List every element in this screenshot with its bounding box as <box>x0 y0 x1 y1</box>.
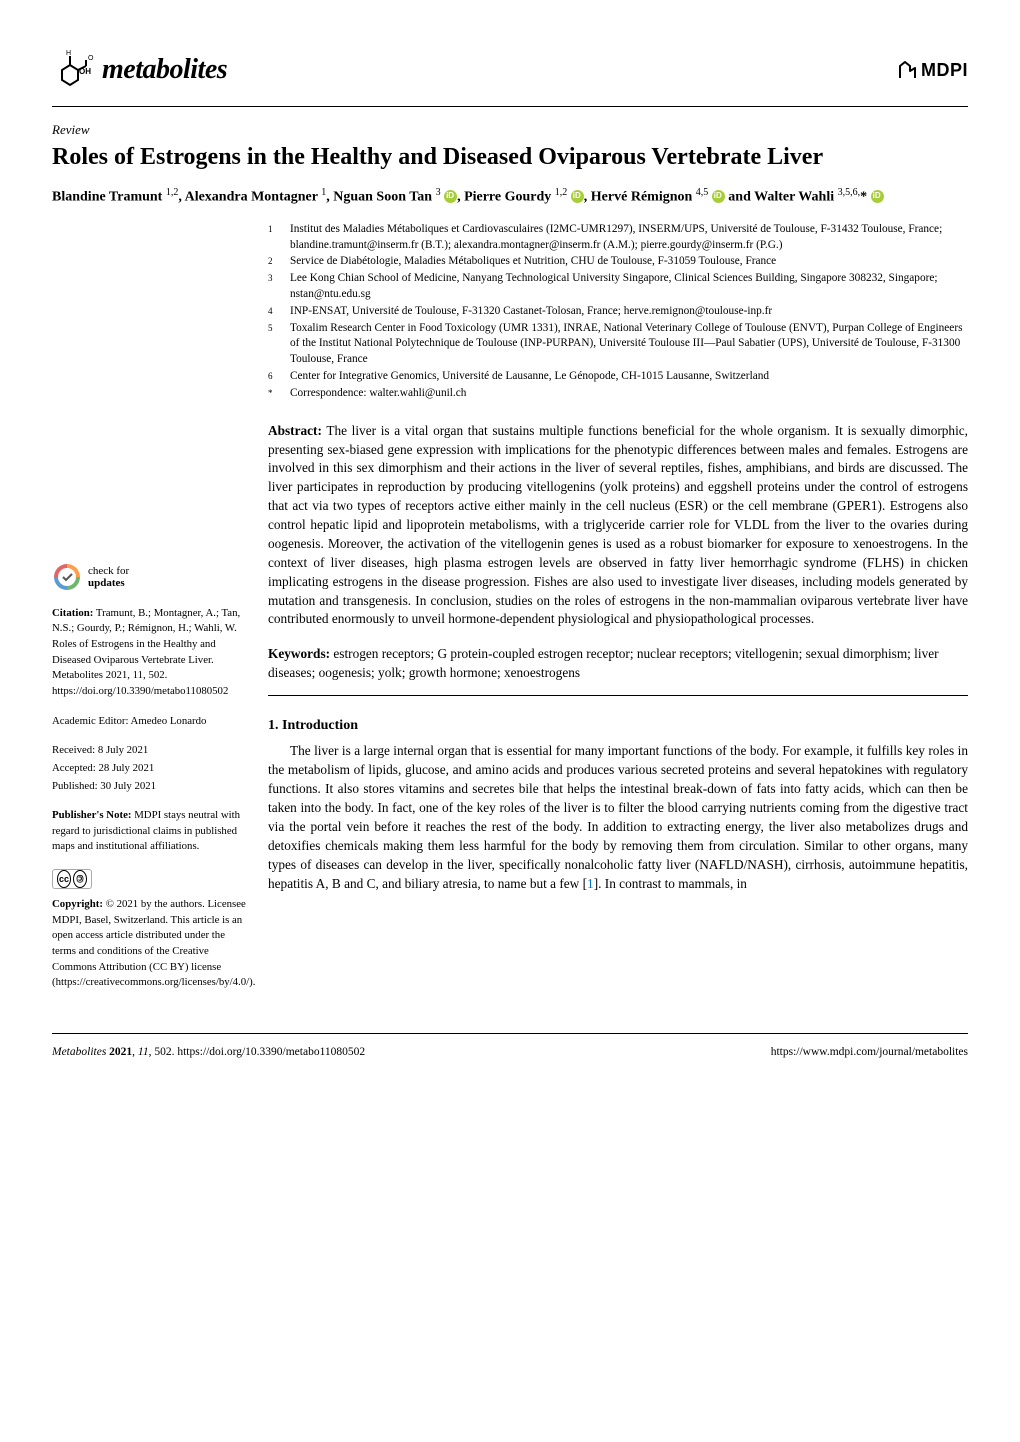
affiliation-text: Toxalim Research Center in Food Toxicolo… <box>290 321 968 368</box>
svg-text:OH: OH <box>79 67 91 76</box>
page-header: OH H O metabolites MDPI <box>52 48 968 92</box>
intro-text-1-tail: ]. In contrast to mammals, in <box>594 876 747 891</box>
page-footer: Metabolites 2021, 11, 502. https://doi.o… <box>52 1033 968 1061</box>
cc-by-badge: cc 🄯 <box>52 869 92 889</box>
affiliation-number: * <box>268 386 280 402</box>
check-updates-icon <box>52 562 82 592</box>
mdpi-logo: MDPI <box>897 57 968 83</box>
affiliation-row: * Correspondence: walter.wahli@unil.ch <box>268 386 968 402</box>
copyright-text: © 2021 by the authors. Licensee MDPI, Ba… <box>52 898 255 988</box>
academic-editor: Academic Editor: Amedeo Lonardo <box>52 714 246 730</box>
footer-left: Metabolites 2021, 11, 502. https://doi.o… <box>52 1044 365 1061</box>
svg-text:H: H <box>66 50 71 57</box>
affiliation-row: 4 INP-ENSAT, Université de Toulouse, F-31… <box>268 304 968 320</box>
affiliation-text: Institut des Maladies Métaboliques et Ca… <box>290 222 968 254</box>
publisher-name: MDPI <box>921 57 968 83</box>
affiliation-number: 2 <box>268 254 280 270</box>
note-label: Publisher's Note: <box>52 809 131 821</box>
orcid-icon <box>871 190 884 203</box>
keywords-text: estrogen receptors; G protein-coupled es… <box>268 646 939 680</box>
keywords: Keywords: estrogen receptors; G protein-… <box>268 645 968 683</box>
received-date: Received: 8 July 2021 <box>52 743 246 759</box>
affiliation-number: 4 <box>268 304 280 320</box>
affiliation-row: 3 Lee Kong Chian School of Medicine, Nany… <box>268 271 968 303</box>
check-updates-label: check for updates <box>88 565 129 589</box>
affiliation-number: 5 <box>268 321 280 368</box>
license-block: cc 🄯 Copyright: © 2021 by the authors. L… <box>52 869 246 991</box>
keywords-label: Keywords: <box>268 646 330 661</box>
article-title: Roles of Estrogens in the Healthy and Di… <box>52 142 968 172</box>
dates-block: Received: 8 July 2021 Accepted: 28 July … <box>52 743 246 794</box>
affiliation-number: 6 <box>268 369 280 385</box>
abstract-label: Abstract: <box>268 423 322 438</box>
orcid-icon <box>571 190 584 203</box>
check-line2: updates <box>88 577 125 589</box>
editor-block: Academic Editor: Amedeo Lonardo <box>52 714 246 730</box>
authors: Blandine Tramunt 1,2, Alexandra Montagne… <box>52 186 968 208</box>
journal-name: metabolites <box>102 50 227 91</box>
abstract-text: The liver is a vital organ that sustains… <box>268 423 968 627</box>
affiliation-text: Service de Diabétologie, Maladies Métabo… <box>290 254 776 270</box>
affiliations: 1 Institut des Maladies Métaboliques et C… <box>268 222 968 402</box>
citation-text: Tramunt, B.; Montagner, A.; Tan, N.S.; G… <box>52 607 240 697</box>
svg-text:O: O <box>88 55 94 62</box>
citation-label: Citation: <box>52 607 93 619</box>
affiliation-row: 5Toxalim Research Center in Food Toxicol… <box>268 321 968 368</box>
affiliation-number: 1 <box>268 222 280 254</box>
mdpi-icon <box>897 59 919 81</box>
affiliation-text: Center for Integrative Genomics, Univers… <box>290 369 769 385</box>
publishers-note-block: Publisher's Note: MDPI stays neutral wit… <box>52 808 246 855</box>
affiliation-row: 6 Center for Integrative Genomics, Univer… <box>268 369 968 385</box>
article-type: Review <box>52 121 968 140</box>
affiliation-text: Lee Kong Chian School of Medicine, Nanya… <box>290 271 968 303</box>
affiliation-text: INP-ENSAT, Université de Toulouse, F-313… <box>290 304 772 320</box>
main-column: 1 Institut des Maladies Métaboliques et C… <box>268 222 968 1005</box>
orcid-icon <box>712 190 725 203</box>
affiliation-row: 2 Service de Diabétologie, Maladies Métab… <box>268 254 968 270</box>
section-1-heading: 1. Introduction <box>268 716 968 736</box>
published-date: Published: 30 July 2021 <box>52 779 246 795</box>
affiliation-number: 3 <box>268 271 280 303</box>
accepted-date: Accepted: 28 July 2021 <box>52 761 246 777</box>
intro-paragraph-1: The liver is a large internal organ that… <box>268 742 968 893</box>
check-line1: check for <box>88 565 129 577</box>
keywords-divider <box>268 695 968 696</box>
ref-1-link[interactable]: 1 <box>587 876 594 891</box>
copyright-label: Copyright: <box>52 898 103 910</box>
orcid-icon <box>444 190 457 203</box>
molecule-icon: OH H O <box>52 48 96 92</box>
affiliation-row: 1 Institut des Maladies Métaboliques et C… <box>268 222 968 254</box>
affiliation-text: Correspondence: walter.wahli@unil.ch <box>290 386 466 402</box>
intro-text-1: The liver is a large internal organ that… <box>268 743 968 890</box>
check-for-updates[interactable]: check for updates <box>52 562 246 592</box>
by-icon: 🄯 <box>73 870 87 888</box>
abstract: Abstract: The liver is a vital organ tha… <box>268 422 968 630</box>
journal-logo: OH H O metabolites <box>52 48 227 92</box>
header-divider <box>52 106 968 107</box>
sidebar: check for updates Citation: Tramunt, B.;… <box>52 222 246 1005</box>
citation-block: Citation: Tramunt, B.; Montagner, A.; Ta… <box>52 606 246 700</box>
cc-icon: cc <box>57 870 71 888</box>
footer-right[interactable]: https://www.mdpi.com/journal/metabolites <box>771 1044 968 1061</box>
